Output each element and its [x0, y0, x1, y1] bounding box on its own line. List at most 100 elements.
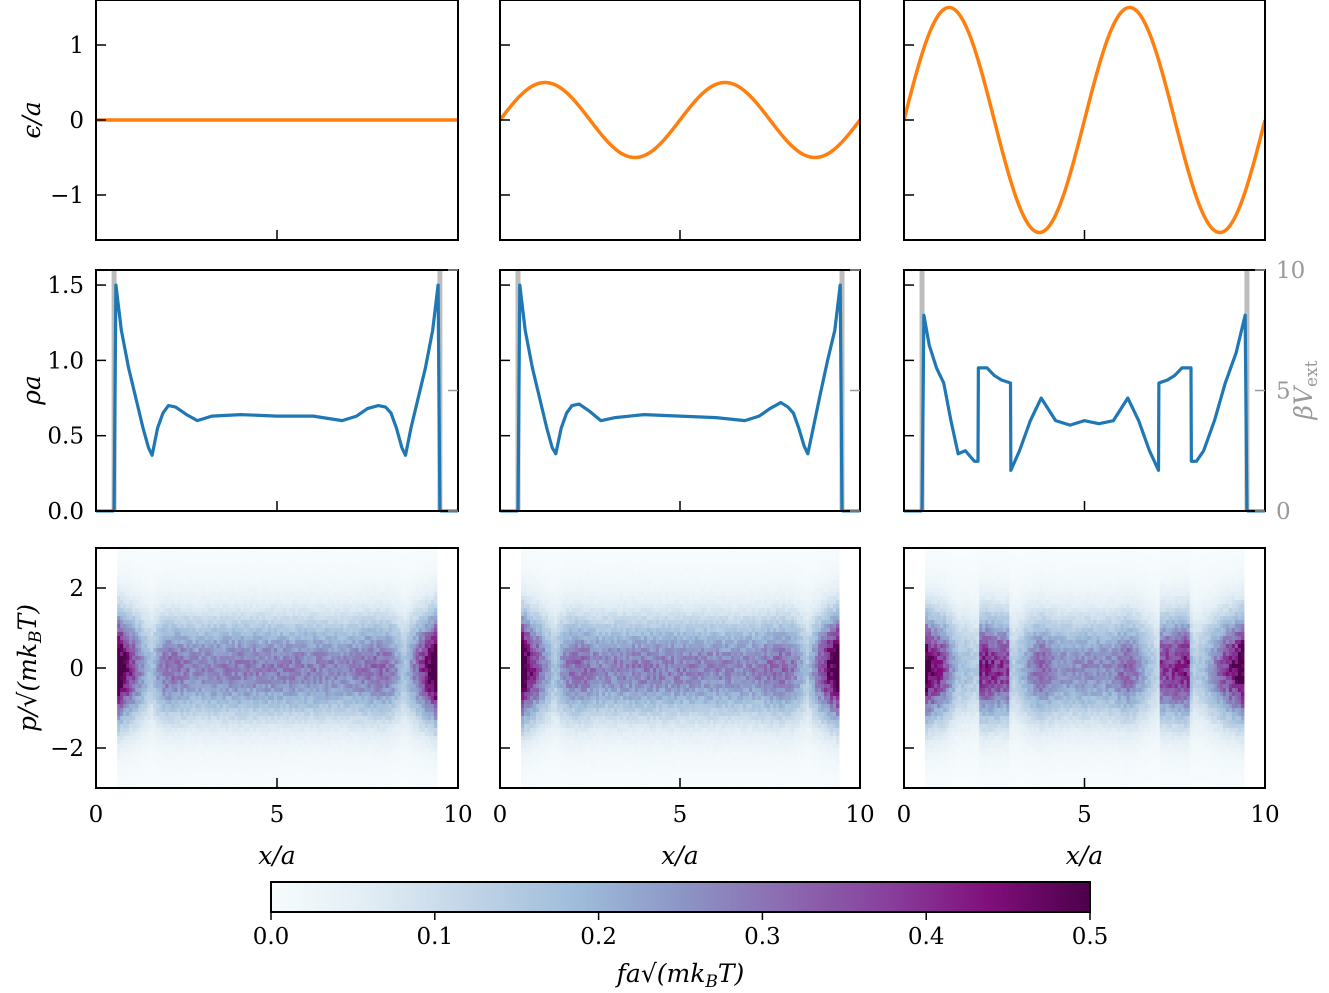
heatmap-cell — [352, 616, 356, 621]
heatmap-cell — [310, 644, 314, 649]
heatmap-cell — [273, 760, 278, 765]
heatmap-cell — [216, 620, 221, 625]
heatmap-cell — [132, 616, 136, 621]
heatmap-cell — [210, 620, 215, 625]
heatmap-cell — [189, 628, 194, 633]
heatmap-cell — [286, 732, 290, 737]
heatmap-cell — [129, 588, 133, 593]
heatmap-cell — [307, 768, 311, 773]
heatmap-cell — [337, 644, 341, 649]
heatmap-cell — [246, 608, 251, 613]
heatmap-cell — [328, 760, 332, 765]
heatmap-cell — [273, 728, 278, 733]
heatmap-cell — [249, 780, 254, 785]
heatmap-cell — [186, 572, 191, 577]
heatmap-cell — [280, 752, 284, 757]
heatmap-cell — [201, 596, 206, 601]
heatmap-cell — [325, 548, 329, 553]
heatmap-cell — [216, 584, 221, 589]
heatmap-cell — [355, 736, 359, 741]
heatmap-cell — [174, 688, 178, 693]
heatmap-cell — [162, 748, 166, 753]
heatmap-cell — [144, 648, 148, 653]
heatmap-cell — [195, 628, 200, 633]
heatmap-cell — [153, 728, 157, 733]
heatmap-cell — [219, 732, 224, 737]
heatmap-cell — [180, 680, 184, 685]
heatmap-cell — [240, 780, 245, 785]
heatmap-cell — [304, 668, 308, 673]
heatmap-cell — [358, 676, 362, 681]
heatmap-cell — [156, 740, 160, 745]
heatmap-cell — [126, 776, 130, 781]
heatmap-cell — [286, 576, 290, 581]
heatmap-cell — [319, 728, 323, 733]
heatmap-cell — [273, 604, 278, 609]
heatmap-cell — [258, 672, 263, 677]
heatmap-cell — [186, 652, 191, 657]
heatmap-cell — [135, 636, 139, 641]
heatmap-cell — [246, 656, 251, 661]
heatmap-cell — [201, 696, 206, 701]
heatmap-cell — [174, 756, 178, 761]
heatmap-cell — [198, 568, 203, 573]
heatmap-cell — [325, 688, 329, 693]
heatmap-cell — [228, 624, 233, 629]
heatmap-cell — [210, 568, 215, 573]
heatmap-cell — [364, 596, 368, 601]
heatmap-cell — [198, 588, 203, 593]
heatmap-cell — [204, 704, 209, 709]
heatmap-cell — [195, 772, 200, 777]
heatmap-cell — [252, 736, 257, 741]
heatmap-cell — [198, 724, 203, 729]
heatmap-cell — [231, 776, 236, 781]
heatmap-cell — [165, 692, 169, 697]
heatmap-cell — [319, 704, 323, 709]
heatmap-cell — [168, 656, 172, 661]
heatmap-cell — [240, 776, 245, 781]
heatmap-cell — [237, 688, 242, 693]
heatmap-cell — [355, 748, 359, 753]
heatmap-cell — [255, 584, 260, 589]
heatmap-cell — [237, 620, 242, 625]
heatmap-cell — [117, 684, 121, 689]
heatmap-cell — [286, 672, 290, 677]
heatmap-cell — [135, 708, 139, 713]
heatmap-cell — [325, 744, 329, 749]
heatmap-cell — [192, 640, 197, 645]
heatmap-cell — [343, 612, 347, 617]
heatmap-cell — [117, 644, 121, 649]
heatmap-cell — [334, 628, 338, 633]
heatmap-cell — [141, 624, 145, 629]
heatmap-cell — [147, 716, 151, 721]
heatmap-cell — [252, 768, 257, 773]
heatmap-cell — [156, 652, 160, 657]
heatmap-cell — [331, 784, 335, 789]
heatmap-cell — [325, 764, 329, 769]
heatmap-cell — [174, 732, 178, 737]
heatmap-cell — [189, 648, 194, 653]
heatmap-cell — [159, 584, 163, 589]
heatmap-cell — [346, 644, 350, 649]
heatmap-cell — [349, 596, 353, 601]
heatmap-cell — [240, 696, 245, 701]
heatmap-cell — [252, 716, 257, 721]
heatmap-cell — [198, 700, 203, 705]
heatmap-cell — [277, 632, 281, 637]
heatmap-cell — [231, 568, 236, 573]
heatmap-cell — [174, 644, 178, 649]
heatmap-cell — [192, 672, 197, 677]
heatmap-cell — [171, 636, 175, 641]
heatmap-cell — [162, 732, 166, 737]
heatmap-cell — [301, 572, 305, 577]
heatmap-cell — [162, 736, 166, 741]
heatmap-cell — [123, 576, 127, 581]
heatmap-cell — [225, 560, 230, 565]
heatmap-cell — [346, 548, 350, 553]
heatmap-cell — [325, 580, 329, 585]
heatmap-cell — [231, 572, 236, 577]
heatmap-cell — [162, 560, 166, 565]
heatmap-cell — [289, 628, 293, 633]
heatmap-cell — [334, 588, 338, 593]
heatmap-cell — [270, 572, 275, 577]
